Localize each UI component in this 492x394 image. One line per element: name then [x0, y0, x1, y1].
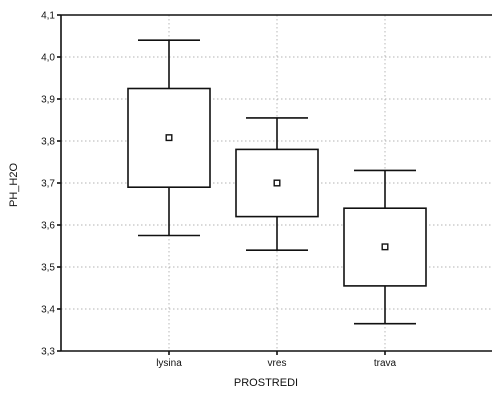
- center-marker: [165, 134, 173, 142]
- y-tick-label: 3,7: [41, 179, 55, 190]
- y-tick-label: 4,1: [41, 11, 55, 22]
- center-marker: [381, 243, 389, 251]
- y-tick-label: 3,3: [41, 347, 55, 358]
- y-tick-label: 3,4: [41, 305, 55, 316]
- box-vres: [235, 117, 319, 251]
- x-tick-label: vres: [268, 358, 287, 369]
- y-tick-label: 3,6: [41, 221, 55, 232]
- x-tick-label: lysina: [156, 358, 182, 369]
- x-tick-label: trava: [374, 358, 397, 369]
- y-tick-label: 4,0: [41, 53, 55, 64]
- y-tick-label: 3,8: [41, 137, 55, 148]
- x-tick-labels: lysina vres trava: [156, 351, 397, 369]
- center-marker: [273, 179, 281, 187]
- y-tick-labels: 3,3 3,4 3,5 3,6 3,7 3,8 3,9 4,0 4,1: [41, 11, 61, 358]
- box-trava: [343, 169, 427, 325]
- y-tick-label: 3,5: [41, 263, 55, 274]
- y-axis-title: PH_H2O: [8, 163, 20, 207]
- box-lysina: [127, 39, 211, 237]
- x-axis-title: PROSTREDI: [234, 377, 298, 389]
- box-series: [127, 39, 427, 325]
- y-tick-label: 3,9: [41, 95, 55, 106]
